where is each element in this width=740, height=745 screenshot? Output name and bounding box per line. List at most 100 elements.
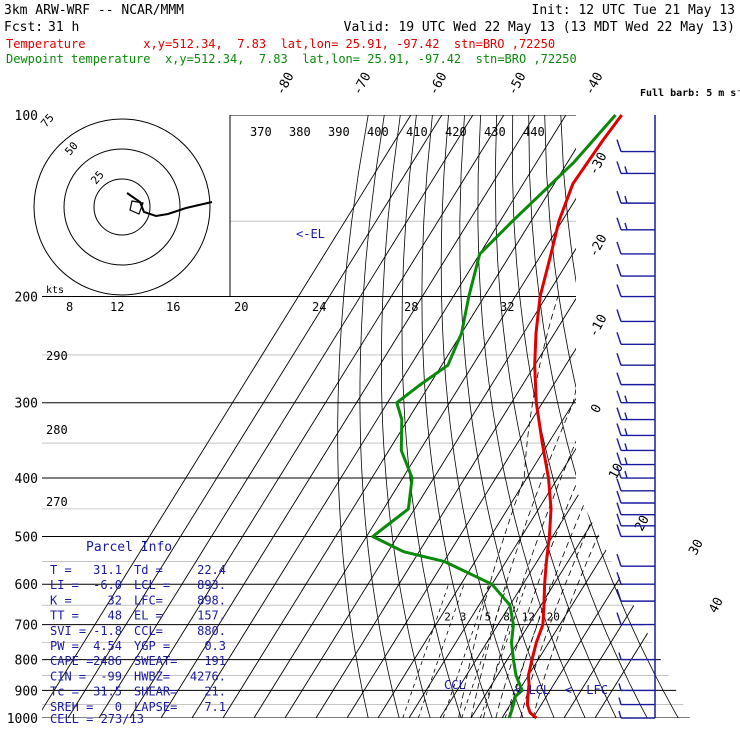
parcel-value: -99	[100, 669, 122, 683]
wind-barb	[616, 217, 655, 231]
wind-barb	[616, 572, 655, 585]
parcel-key: CAPE =	[50, 654, 93, 668]
wind-barb	[618, 697, 655, 706]
parcel-key: EL =	[134, 609, 163, 623]
speed-tick-label: 8	[66, 300, 73, 314]
parcel-key: PW =	[50, 639, 79, 653]
wind-barb	[616, 502, 655, 516]
pressure-tick-label: 800	[15, 654, 38, 669]
hodograph-units-label: kts	[46, 285, 64, 296]
parcel-value: 893.	[197, 578, 226, 592]
pressure-tick-label: 700	[15, 619, 38, 634]
parcel-key: SREH =	[50, 700, 93, 714]
parcel-key: SHEAR=	[134, 685, 177, 699]
parcel-key: Td =	[134, 563, 163, 577]
mixing-ratio-label: 12	[522, 611, 535, 624]
dry-adiabat-line	[459, 115, 555, 718]
parcel-key: SWEAT=	[134, 654, 177, 668]
wind-barb	[618, 652, 655, 661]
parcel-cell: CELL = 273/13	[50, 712, 144, 726]
pressure-tick-label: 100	[15, 109, 38, 124]
parcel-key: LAPSE=	[134, 700, 177, 714]
parcel-key: TT =	[50, 609, 79, 623]
parcel-value: 48	[108, 609, 122, 623]
parcel-value: -6.0	[93, 578, 122, 592]
parcel-info-title: Parcel Info	[86, 540, 172, 555]
parcel-key: SVI =	[50, 624, 86, 638]
wind-barb	[616, 390, 655, 404]
fcst-value: 31 h	[48, 20, 79, 35]
pressure-tick-label: 200	[15, 291, 38, 306]
isotherm-line	[191, 115, 567, 718]
wind-barb	[616, 161, 655, 175]
isotherm-label: 40	[706, 595, 727, 616]
wind-barb	[616, 438, 655, 452]
theta-label: 410	[406, 125, 428, 139]
fcst-label: Fcst:	[4, 20, 43, 35]
parcel-key: LCL =	[134, 578, 170, 592]
parcel-value: 0.3	[204, 639, 226, 653]
dry-adiabat-label: 290	[46, 349, 68, 363]
theta-label: 390	[328, 125, 350, 139]
isotherm-label: 20	[632, 513, 653, 534]
theta-label: 430	[484, 125, 506, 139]
pressure-tick-label: 500	[15, 530, 38, 545]
parcel-value: 157.	[197, 609, 226, 623]
mixing-ratio-label: 3	[460, 611, 467, 624]
speed-tick-label: 28	[404, 300, 418, 314]
dry-adiabat-label: 270	[46, 495, 68, 509]
wind-barb	[616, 423, 655, 437]
wind-barb	[616, 465, 655, 479]
parcel-value: 32	[108, 593, 122, 607]
wind-barb	[616, 490, 655, 504]
temperature-legend: Temperature x,y=512.34, 7.83 lat,lon= 25…	[6, 37, 555, 51]
sounding-lines	[371, 114, 623, 720]
dry-adiabat-label: 280	[46, 423, 68, 437]
wind-barb	[616, 284, 655, 298]
dry-adiabat-line	[494, 115, 617, 718]
parcel-value: 880.	[197, 624, 226, 638]
wind-barb	[616, 612, 655, 626]
wind-barb	[616, 309, 655, 323]
dry-adiabat-line	[381, 115, 431, 718]
hodograph-ring	[33, 118, 211, 296]
hodograph-ring	[93, 178, 151, 236]
dry-adiabat-line	[511, 115, 648, 718]
wind-barb	[616, 139, 655, 153]
isotherm-line	[129, 115, 505, 718]
wind-barb	[616, 332, 655, 345]
el-annotation: <-EL	[296, 227, 325, 241]
isotherm-line	[253, 115, 629, 718]
parcel-info-box: Parcel Info T = 31.1 Td = 22.4 LI = -6.0 LCL =…	[50, 540, 226, 726]
isotherm-label: 30	[686, 537, 707, 558]
parcel-value: 31.1	[93, 563, 122, 577]
wind-barb	[616, 478, 655, 492]
isotherm-line	[563, 115, 690, 718]
parcel-key: T =	[50, 563, 72, 577]
isotherm-line	[67, 115, 443, 718]
storm-motion-marker	[129, 200, 144, 215]
speed-tick-label: 32	[500, 300, 514, 314]
dry-adiabat-line	[401, 115, 462, 718]
parcel-key: LFC=	[134, 593, 163, 607]
parcel-key: YGP =	[134, 639, 170, 653]
wind-barb	[616, 353, 655, 366]
dry-adiabat-line	[421, 115, 493, 718]
wind-barb	[616, 524, 655, 538]
pressure-tick-label: 900	[15, 684, 38, 699]
wind-barb	[616, 241, 655, 255]
parcel-value: 898.	[197, 593, 226, 607]
mixing-ratio-label: 5	[485, 611, 492, 624]
wind-barb	[616, 513, 655, 527]
parcel-value: 21.	[204, 685, 226, 699]
pressure-tick-label: 1000	[7, 712, 38, 727]
parcel-value: 2486	[93, 654, 122, 668]
dewpoint-profile	[371, 114, 617, 719]
wind-scale-label: Full barb: 5 m s⁻¹	[640, 88, 740, 99]
wind-barb	[616, 553, 655, 567]
moist-adiabat-line	[495, 296, 664, 718]
hodograph-ring	[63, 148, 181, 266]
wind-barb	[616, 452, 655, 466]
theta-label: 380	[289, 125, 311, 139]
